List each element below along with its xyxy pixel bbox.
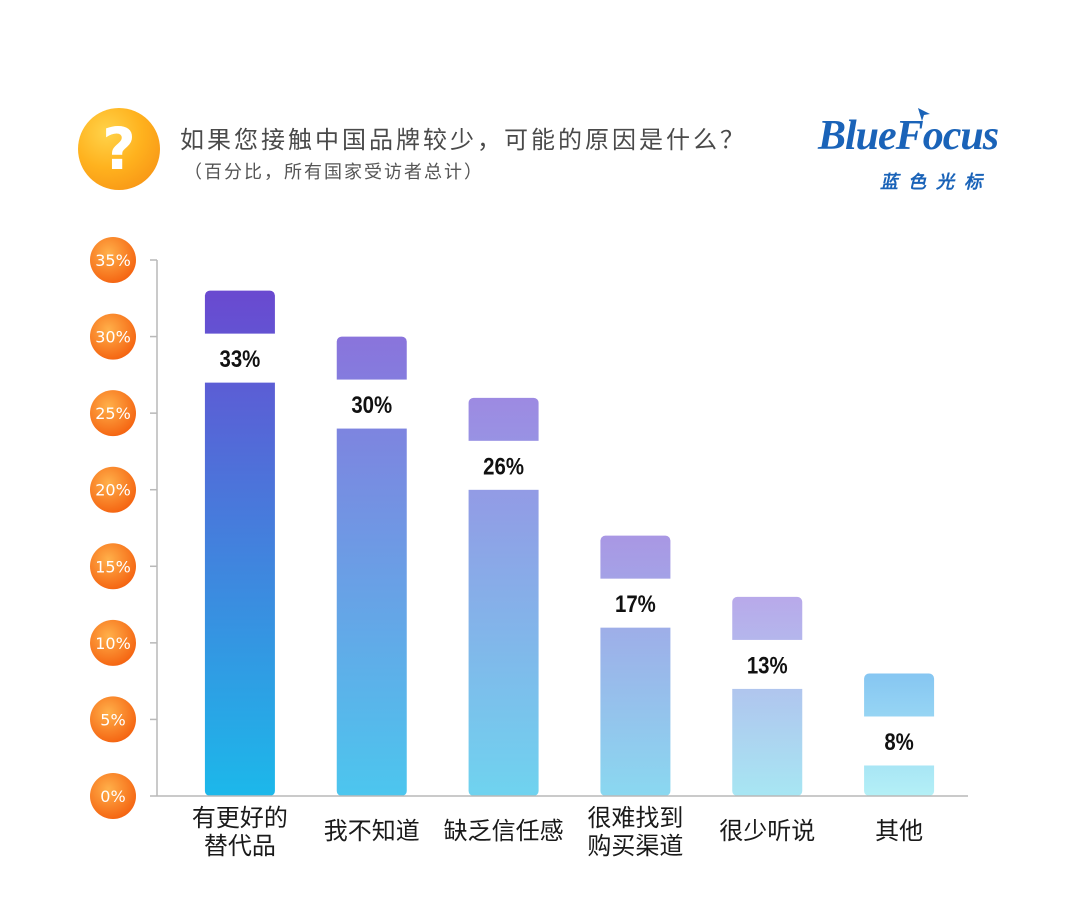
y-tick-badge <box>90 773 136 819</box>
y-tick-label: 15% <box>95 557 131 576</box>
y-tick-badge <box>90 543 136 590</box>
logo-arrow-icon <box>918 108 930 121</box>
y-ticks-layer: 0% 5% 10% 15% 20% 25% 30% 35% <box>90 237 157 819</box>
bar-label-band <box>335 379 408 429</box>
bar-label-band <box>467 440 540 490</box>
y-tick-label: 10% <box>95 634 131 653</box>
x-category-label: 缺乏信任感 <box>444 817 564 845</box>
y-tick-badge <box>90 390 136 437</box>
x-category-label: 替代品 <box>204 832 276 860</box>
x-category-label: 其他 <box>875 817 923 845</box>
x-category-label: 有更好的 <box>192 804 288 832</box>
y-tick-badge <box>90 237 136 283</box>
x-category-label: 我不知道 <box>324 817 420 845</box>
y-tick-badge <box>90 313 136 360</box>
y-tick-badge <box>90 466 136 513</box>
bar <box>732 596 803 796</box>
bar-group: 8% <box>863 673 936 796</box>
bar-group: 13% <box>731 596 804 796</box>
logo-english-text: BlueFocus <box>818 113 999 159</box>
bar-group: 17% <box>599 535 672 796</box>
axis-layer <box>156 260 968 797</box>
bar-data-label: 8% <box>884 728 914 755</box>
y-tick-label: 20% <box>95 481 131 500</box>
bar-label-band <box>731 639 804 689</box>
y-tick-label: 5% <box>100 710 125 729</box>
bar <box>336 336 407 796</box>
chart-subtitle: （百分比，所有国家受访者总计） <box>184 162 484 183</box>
bar-data-label: 17% <box>615 591 656 618</box>
bar-label-band <box>863 716 936 766</box>
bars-layer: 33% 30% 26% 17% 13% 8% <box>203 290 936 796</box>
y-tick-label: 35% <box>95 251 131 270</box>
chart-header: ? 如果您接触中国品牌较少，可能的原因是什么？ （百分比，所有国家受访者总计） … <box>0 0 1080 220</box>
bar <box>600 535 671 796</box>
y-tick-label: 0% <box>100 787 125 806</box>
bar-label-band <box>203 333 276 383</box>
bar-label-band <box>599 578 672 628</box>
bluefocus-logo: BlueFocus 蓝色光标 <box>818 108 1058 198</box>
x-category-label: 购买渠道 <box>587 832 683 860</box>
bar <box>204 290 275 796</box>
bar <box>468 397 539 796</box>
bar-group: 33% <box>203 290 276 796</box>
y-tick-label: 25% <box>95 404 131 423</box>
logo-chinese-text: 蓝色光标 <box>880 172 992 193</box>
x-category-label: 很难找到 <box>587 804 683 832</box>
bar-data-label: 33% <box>220 346 261 373</box>
chart-title: 如果您接触中国品牌较少，可能的原因是什么？ <box>180 126 747 154</box>
x-category-label: 很少听说 <box>719 817 815 845</box>
bar-data-label: 13% <box>747 652 788 679</box>
bar-data-label: 26% <box>483 453 524 480</box>
bar-group: 26% <box>467 397 540 796</box>
bar-chart: 33% 30% 26% 17% 13% 8% 0% 5% 10% 15% 20% 25% 30% 35%… <box>90 237 968 860</box>
y-tick-badge <box>90 619 136 666</box>
question-mark-icon: ? <box>78 108 160 190</box>
y-tick-label: 30% <box>95 328 131 347</box>
bar-group: 30% <box>335 336 408 796</box>
bar-data-label: 30% <box>351 392 392 419</box>
y-tick-badge <box>90 696 136 743</box>
